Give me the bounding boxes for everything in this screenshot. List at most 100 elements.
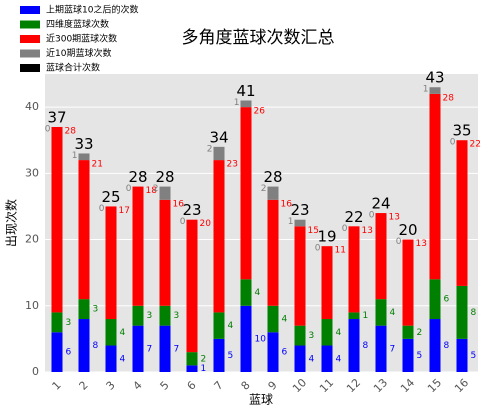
bar-segment: [240, 100, 252, 108]
value-label: 4: [336, 328, 342, 338]
bar-segment: [348, 226, 360, 313]
bar-segment: [240, 279, 252, 306]
value-label: 5: [417, 351, 423, 361]
legend-swatch: [20, 35, 40, 43]
bar-segment: [429, 279, 441, 320]
legend-label: 近300期蓝球次数: [46, 33, 117, 45]
bar-segment: [375, 299, 387, 326]
value-label: 4: [309, 354, 315, 364]
legend-swatch: [20, 6, 40, 14]
bar-segment: [402, 338, 414, 372]
value-label: 3: [174, 311, 180, 321]
value-label: 1: [72, 151, 78, 161]
legend-label: 蓝球合计次数: [46, 62, 100, 74]
y-tick-label: 30: [25, 166, 39, 179]
value-label: 1: [234, 98, 240, 108]
value-label: 1: [288, 217, 294, 227]
value-label: 3: [93, 305, 99, 315]
bar-segment: [321, 246, 333, 320]
bar-segment: [267, 186, 279, 200]
total-label: 23: [182, 201, 201, 219]
bar-segment: [267, 199, 279, 306]
bar-segment: [105, 345, 117, 372]
total-label: 33: [74, 135, 93, 153]
value-label: 23: [227, 160, 238, 170]
x-tick-label: 13: [371, 376, 390, 395]
value-label: 1: [423, 85, 429, 95]
value-label: 28: [65, 126, 77, 136]
value-label: 5: [471, 351, 477, 361]
value-label: 11: [335, 246, 346, 256]
x-tick-label: 7: [212, 379, 226, 393]
value-label: 4: [390, 308, 396, 318]
bar-segment: [186, 219, 198, 353]
bar-segment: [321, 319, 333, 346]
bar-segment: [213, 338, 225, 372]
bar-segment: [456, 285, 468, 339]
value-label: 0: [450, 138, 456, 148]
value-label: 28: [443, 93, 455, 103]
value-label: 18: [146, 186, 158, 196]
value-label: 2: [201, 354, 207, 364]
y-tick-label: 10: [25, 299, 39, 312]
value-label: 4: [282, 315, 288, 325]
bar-segment: [78, 319, 90, 372]
total-label: 25: [101, 188, 120, 206]
bar-segment: [159, 325, 171, 372]
value-label: 7: [390, 344, 396, 354]
value-label: 4: [120, 354, 126, 364]
bar-segment: [294, 345, 306, 372]
total-label: 35: [452, 122, 471, 140]
bar-segment: [402, 239, 414, 326]
bar-segment: [132, 325, 144, 372]
value-label: 7: [147, 344, 153, 354]
legend-swatch: [20, 64, 40, 72]
x-tick-label: 14: [398, 376, 417, 395]
value-label: 1: [363, 311, 369, 321]
bar-segment: [456, 140, 468, 286]
value-label: 2: [261, 184, 267, 194]
bar-segment: [294, 325, 306, 346]
total-label: 28: [128, 168, 147, 186]
value-label: 21: [92, 160, 103, 170]
value-label: 0: [315, 244, 321, 254]
value-label: 6: [282, 348, 288, 358]
value-label: 8: [93, 341, 99, 351]
total-label: 41: [236, 82, 255, 100]
value-label: 26: [254, 107, 266, 117]
value-label: 5: [228, 351, 234, 361]
chart-title: 多角度蓝球次数汇总: [182, 28, 335, 48]
bar-segment: [375, 213, 387, 300]
value-label: 16: [173, 199, 185, 209]
value-label: 3: [309, 331, 315, 341]
value-label: 8: [444, 341, 450, 351]
legend-label: 四维度蓝球次数: [46, 18, 109, 30]
legend-label: 上期蓝球10之后的次数: [46, 4, 138, 16]
value-label: 7: [174, 344, 180, 354]
value-label: 0: [45, 124, 51, 134]
value-label: 4: [336, 354, 342, 364]
x-tick-label: 8: [239, 379, 253, 393]
bar-segment: [105, 206, 117, 320]
total-label: 37: [47, 108, 66, 126]
x-tick-label: 9: [266, 379, 280, 393]
bar-segment: [348, 312, 360, 320]
bar-segment: [51, 332, 63, 372]
value-label: 3: [66, 318, 72, 328]
total-label: 23: [290, 201, 309, 219]
bar-segment: [132, 305, 144, 326]
value-label: 10: [255, 334, 267, 344]
x-axis-label: 蓝球: [249, 393, 273, 407]
y-tick-label: 40: [25, 100, 39, 113]
bar-segment: [267, 332, 279, 372]
bar-segment: [51, 312, 63, 333]
value-label: 0: [99, 204, 105, 214]
value-label: 15: [308, 226, 319, 236]
x-tick-label: 15: [425, 376, 444, 395]
value-label: 4: [120, 328, 126, 338]
bar-segment: [321, 345, 333, 372]
y-tick-label: 20: [25, 233, 39, 246]
legend-swatch: [20, 20, 40, 29]
x-tick-label: 12: [344, 376, 363, 395]
